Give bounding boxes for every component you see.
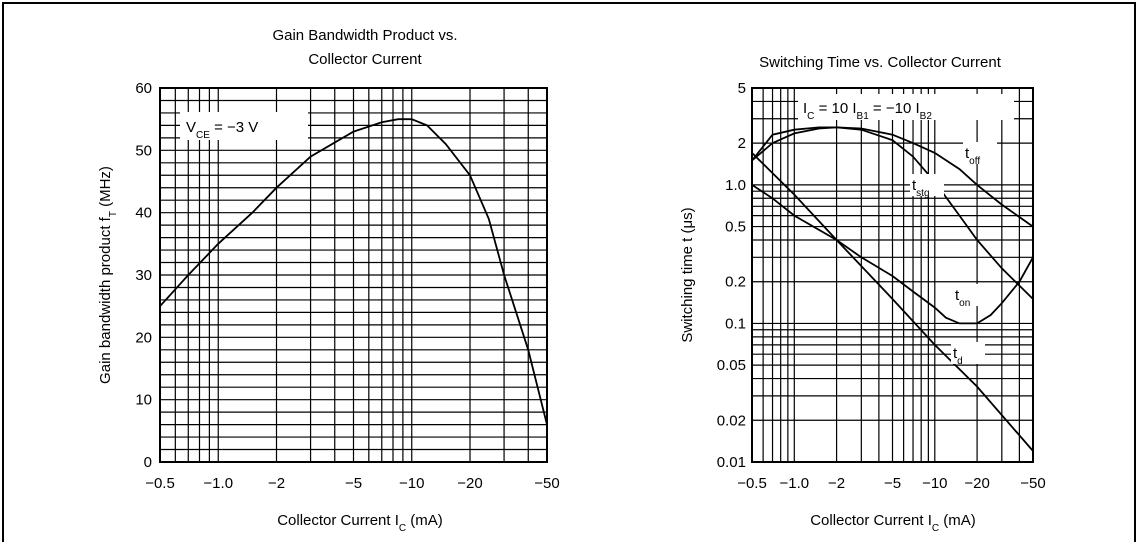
chart-2-y-tick-label: 5	[738, 80, 746, 97]
chart-1-x-tick-label: −5	[345, 475, 362, 492]
chart-2-series-label-d: td	[953, 345, 963, 367]
chart-2-x-tick-label: −10	[922, 475, 947, 492]
chart-2-y-axis-label: Switching time t (μs)	[679, 207, 696, 342]
chart-2-x-tick-label: −5	[884, 475, 901, 492]
chart-2: Switching Time vs. Collector Current −0.5…	[679, 54, 1046, 534]
chart-1-series-line	[159, 118, 548, 425]
chart-1-y-tick-label: 10	[135, 392, 152, 409]
chart-2-x-tick-label: −50	[1020, 475, 1045, 492]
chart-2-annotation: IC = 10 IB1 = −10 IB2	[803, 100, 932, 122]
chart-1-x-tick-label: −2	[268, 475, 285, 492]
chart-2-title: Switching Time vs. Collector Current	[759, 54, 1002, 71]
chart-2-series-line-d	[751, 152, 1034, 452]
chart-1-y-tick-label: 60	[135, 80, 152, 97]
chart-2-series-label-stg: tstg	[912, 177, 930, 199]
chart-2-series-line-on	[751, 184, 1034, 325]
chart-1-x-tick-label: −50	[534, 475, 559, 492]
chart-2-series-line-off	[751, 126, 1034, 228]
chart-2-y-tick-label: 0.1	[725, 315, 746, 332]
chart-2-y-tick-label: 0.05	[717, 357, 746, 374]
chart-2-y-tick-label: 0.5	[725, 219, 746, 236]
chart-2-plot-border	[751, 87, 1034, 463]
chart-1-x-axis-label: Collector Current IC (mA)	[277, 512, 443, 534]
chart-1-annotation-bg	[180, 112, 308, 140]
chart-2-x-tick-label: −0.5	[737, 475, 767, 492]
chart-2-x-axis-label: Collector Current IC (mA)	[810, 512, 976, 534]
chart-2-series-label-bg	[963, 142, 997, 164]
chart-1-title-line: Collector Current	[308, 51, 422, 68]
chart-2-y-tick-label: 2	[738, 135, 746, 152]
chart-1: Gain Bandwidth Product vs. Collector Curr…	[97, 27, 560, 534]
chart-2-y-tick-label: 0.02	[717, 412, 746, 429]
chart-2-series-label-bg	[910, 174, 944, 196]
chart-2-series-label-on: ton	[955, 287, 970, 309]
chart-2-x-tick-label: −2	[828, 475, 845, 492]
chart-1-y-tick-label: 30	[135, 267, 152, 284]
chart-1-y-tick-label: 50	[135, 142, 152, 159]
chart-2-annotation-bg	[798, 94, 1014, 120]
chart-1-x-tick-label: −20	[457, 475, 482, 492]
chart-1-y-axis-label: Gain bandwidth product fT (MHz)	[97, 166, 119, 384]
chart-1-plot-border	[159, 87, 548, 463]
chart-1-annotation: VCE = −3 V	[186, 119, 258, 141]
chart-2-y-tick-label: 1.0	[725, 177, 746, 194]
chart-1-x-tick-label: −1.0	[203, 475, 233, 492]
chart-2-y-tick-label: 0.2	[725, 274, 746, 291]
chart-2-x-tick-label: −1.0	[779, 475, 809, 492]
chart-2-x-tick-label: −20	[964, 475, 989, 492]
chart-1-y-tick-label: 0	[144, 454, 152, 471]
chart-1-y-tick-label: 40	[135, 205, 152, 222]
chart-1-y-tick-label: 20	[135, 329, 152, 346]
chart-2-y-tick-label: 0.01	[717, 454, 746, 471]
chart-2-series-line-stg	[751, 126, 1034, 300]
chart-1-x-tick-label: −0.5	[145, 475, 175, 492]
chart-1-x-tick-label: −10	[399, 475, 424, 492]
chart-2-series-label-bg	[953, 284, 987, 306]
chart-2-series-label-bg	[951, 342, 985, 364]
chart-1-title-line: Gain Bandwidth Product vs.	[272, 27, 457, 44]
chart-2-series-label-off: toff	[965, 145, 980, 167]
